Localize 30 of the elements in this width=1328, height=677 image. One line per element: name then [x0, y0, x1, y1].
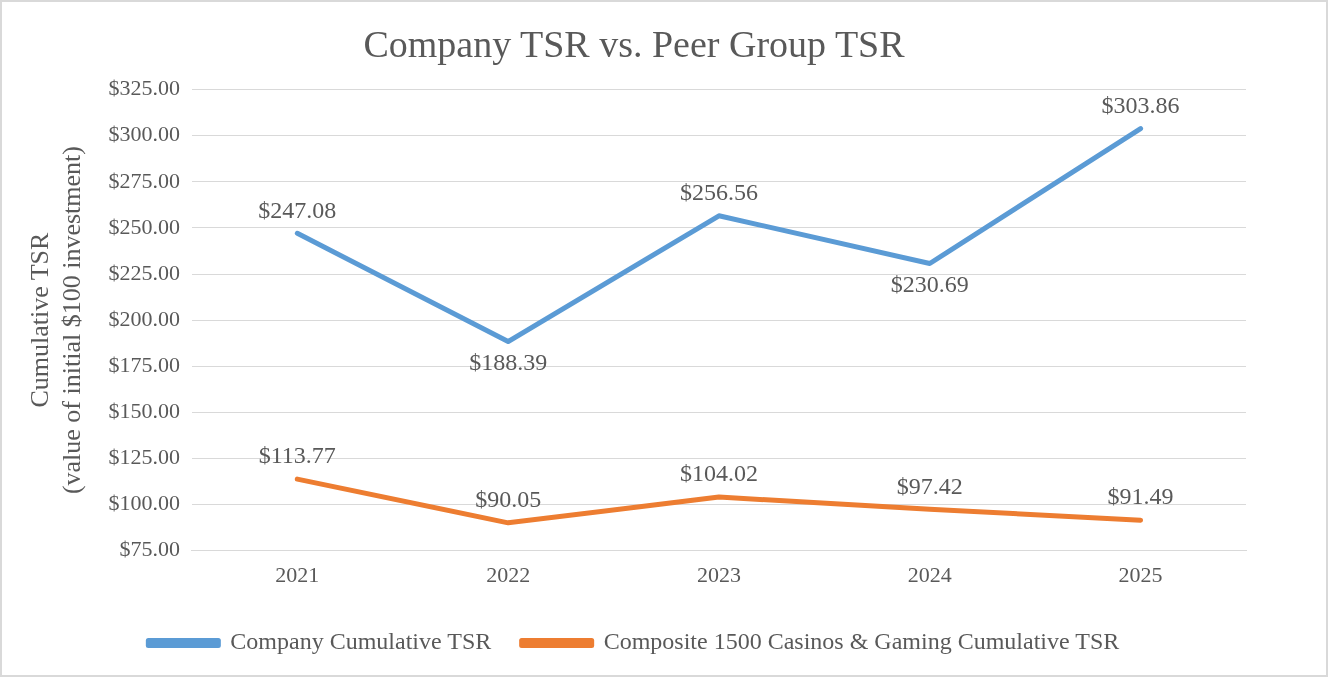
y-tick-label: $225.00 — [108, 259, 180, 285]
y-tick-label: $75.00 — [119, 536, 180, 562]
data-label: $303.86 — [1101, 91, 1180, 118]
y-tick-label: $150.00 — [108, 398, 180, 424]
data-label: $91.49 — [1107, 483, 1174, 510]
x-tick-label: 2023 — [696, 561, 741, 587]
y-tick-label: $200.00 — [108, 305, 180, 331]
x-tick-label: 2025 — [1118, 561, 1163, 587]
y-tick-label: $175.00 — [108, 351, 180, 377]
data-label: $247.08 — [258, 196, 337, 223]
y-tick-label: $275.00 — [108, 167, 180, 193]
y-axis-title: Cumulative TSR (value of initial $100 investment) — [25, 146, 86, 495]
legend-label: Composite 1500 Casinos & Gaming Cumulative TSR — [603, 628, 1120, 655]
data-label: $97.42 — [896, 472, 963, 499]
y-tick-label: $325.00 — [108, 75, 180, 101]
data-label: $90.05 — [475, 486, 542, 513]
y-tick-label: $250.00 — [108, 213, 180, 239]
data-label: $188.39 — [469, 348, 548, 375]
x-tick-label: 2021 — [275, 561, 320, 587]
data-label: $256.56 — [679, 179, 758, 206]
y-tick-label: $300.00 — [108, 121, 180, 147]
y-tick-label: $125.00 — [108, 444, 180, 470]
legend-label: Company Cumulative TSR — [230, 628, 492, 655]
data-label: $113.77 — [258, 442, 336, 469]
y-tick-label: $100.00 — [108, 490, 180, 516]
data-label: $104.02 — [679, 460, 758, 487]
x-tick-label: 2024 — [907, 561, 952, 587]
data-label: $230.69 — [890, 270, 969, 297]
chart-title: Company TSR vs. Peer Group TSR — [363, 22, 906, 65]
x-tick-label: 2022 — [486, 561, 531, 587]
